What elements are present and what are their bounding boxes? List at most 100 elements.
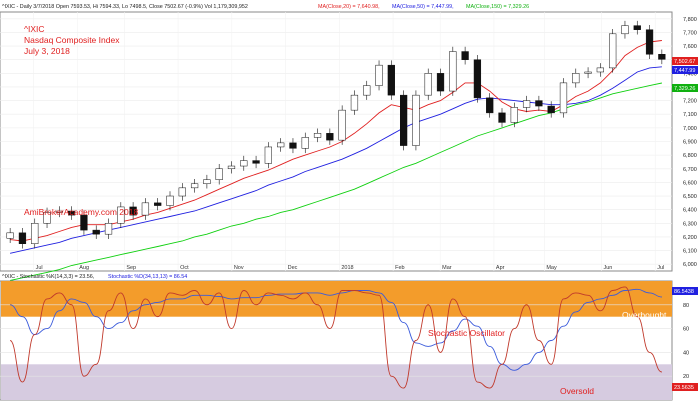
candlesticks [6, 20, 666, 249]
candle-body [190, 183, 199, 189]
price-panel: 6,000 6,100 6,200 6,300 6,400 6,500 6,600 6,700… [0, 4, 698, 281]
candle-body [326, 133, 334, 141]
ma20-value-box [672, 57, 698, 65]
candle-body [559, 82, 568, 114]
ma50-path [10, 66, 662, 254]
candle-body [363, 85, 371, 96]
month-tick-label: Mar [442, 265, 452, 271]
index-name-label: Nasdaq Composite Index [24, 35, 120, 45]
price-header-ma20: MA(Close,20) = 7,640.98, [318, 4, 380, 10]
candle-body [547, 105, 555, 114]
price-y-axis: 6,000 6,100 6,200 6,300 6,400 6,500 6,600 6,700… [683, 17, 697, 268]
candle-body [215, 168, 223, 180]
ma20-value-text: 7,502.67 [674, 59, 695, 65]
price-tick-label: 6,300 [683, 221, 697, 227]
price-tick-label: 7,700 [683, 30, 697, 36]
month-tick-label: Sep [126, 265, 136, 271]
candle-body [645, 29, 654, 55]
stoch-tick-label: 60 [683, 327, 689, 333]
candle-body [80, 214, 88, 231]
price-tick-label: 6,500 [683, 194, 697, 200]
candle-body [375, 64, 383, 86]
overbought-band [1, 281, 672, 317]
month-tick-label: Nov [234, 265, 244, 271]
candle-body [609, 33, 617, 69]
month-tick-label: Jun [603, 265, 612, 271]
candle-body [166, 195, 174, 206]
candle-body [240, 160, 248, 167]
price-header-ma50: MA(Close,50) = 7,447.99, [392, 4, 454, 10]
price-tick-label: 7,000 [683, 126, 697, 132]
candle-body [67, 210, 76, 216]
month-tick-label: Jul [36, 265, 43, 271]
candle-body [43, 212, 51, 224]
stoch-d-line [10, 288, 662, 371]
stoch-k-path [9, 286, 663, 389]
month-tick-label: Oct [180, 265, 189, 271]
stoch-header-k: ^IXIC - Stochastic %K(14,3,3) = 23.56, [2, 274, 95, 280]
candle-body [461, 51, 469, 60]
watermark-label: AmiBrokerAcademy.com 2018 [24, 207, 138, 217]
d-value-text: 86.5438 [674, 289, 694, 295]
candle-body [178, 187, 186, 197]
ma50-value-text: 7,447.99 [674, 68, 695, 74]
price-tick-label: 6,600 [683, 180, 697, 186]
ma150-value-box [672, 84, 698, 92]
ma50-value-box [672, 66, 698, 74]
month-tick-label: Dec [288, 265, 298, 271]
candle-body [129, 206, 137, 216]
candle-body [252, 160, 260, 164]
candle-body [31, 223, 39, 244]
candle-body [473, 59, 482, 99]
stochastic-panel: 20 40 60 80 ^IXIC - Stochastic %K(14,3,3) =… [0, 274, 698, 401]
candle-body [522, 100, 531, 108]
candle-body [572, 73, 580, 84]
candle-body [104, 223, 113, 235]
candle-body [338, 109, 346, 141]
price-tick-label: 7,800 [683, 17, 697, 23]
month-tick-label: Feb [395, 265, 404, 271]
candle-body [399, 94, 408, 146]
candle-body [584, 71, 592, 74]
candle-body [436, 73, 445, 92]
price-tick-label: 6,700 [683, 167, 697, 173]
stoch-tick-label: 20 [683, 374, 689, 380]
candle-body [658, 54, 666, 60]
ma50-line [10, 66, 662, 254]
oversold-label: Oversold [560, 386, 594, 396]
candle-body [18, 232, 27, 244]
candle-body [313, 133, 322, 138]
candle-body [117, 206, 125, 224]
candle-body [277, 142, 285, 148]
price-tick-label: 7,100 [683, 112, 697, 118]
stoch-y-axis: 20 40 60 80 [683, 303, 689, 380]
ticker-label: ^IXIC [24, 24, 45, 34]
price-tick-label: 6,200 [683, 235, 697, 241]
candle-body [424, 73, 432, 96]
candle-body [535, 100, 543, 107]
k-value-text: 23.5635 [674, 385, 694, 391]
candle-body [301, 137, 309, 149]
price-tick-label: 6,100 [683, 249, 697, 255]
price-tick-label: 7,400 [683, 71, 697, 77]
candle-body [498, 112, 506, 123]
price-tick-label: 6,400 [683, 208, 697, 214]
candle-body [6, 232, 14, 239]
month-tick-label: May [546, 265, 557, 271]
stoch-k-line [9, 286, 663, 389]
stoch-label: Stochastic Oscillator [428, 328, 505, 338]
candle-body [154, 202, 162, 206]
price-tick-label: 6,900 [683, 140, 697, 146]
candle-body [264, 146, 273, 164]
candle-body [449, 51, 457, 92]
month-tick-label: Aug [79, 265, 89, 271]
candle-body [633, 25, 641, 30]
candle-body [412, 94, 420, 146]
stoch-d-path [10, 288, 662, 371]
candle-body [141, 202, 150, 216]
month-tick-label: Apr [496, 265, 505, 271]
stoch-header-d: Stochastic %D(34,13,13) = 86.54 [108, 274, 187, 280]
candle-body [621, 25, 629, 35]
candle-body [596, 67, 605, 73]
candle-body [227, 165, 236, 170]
